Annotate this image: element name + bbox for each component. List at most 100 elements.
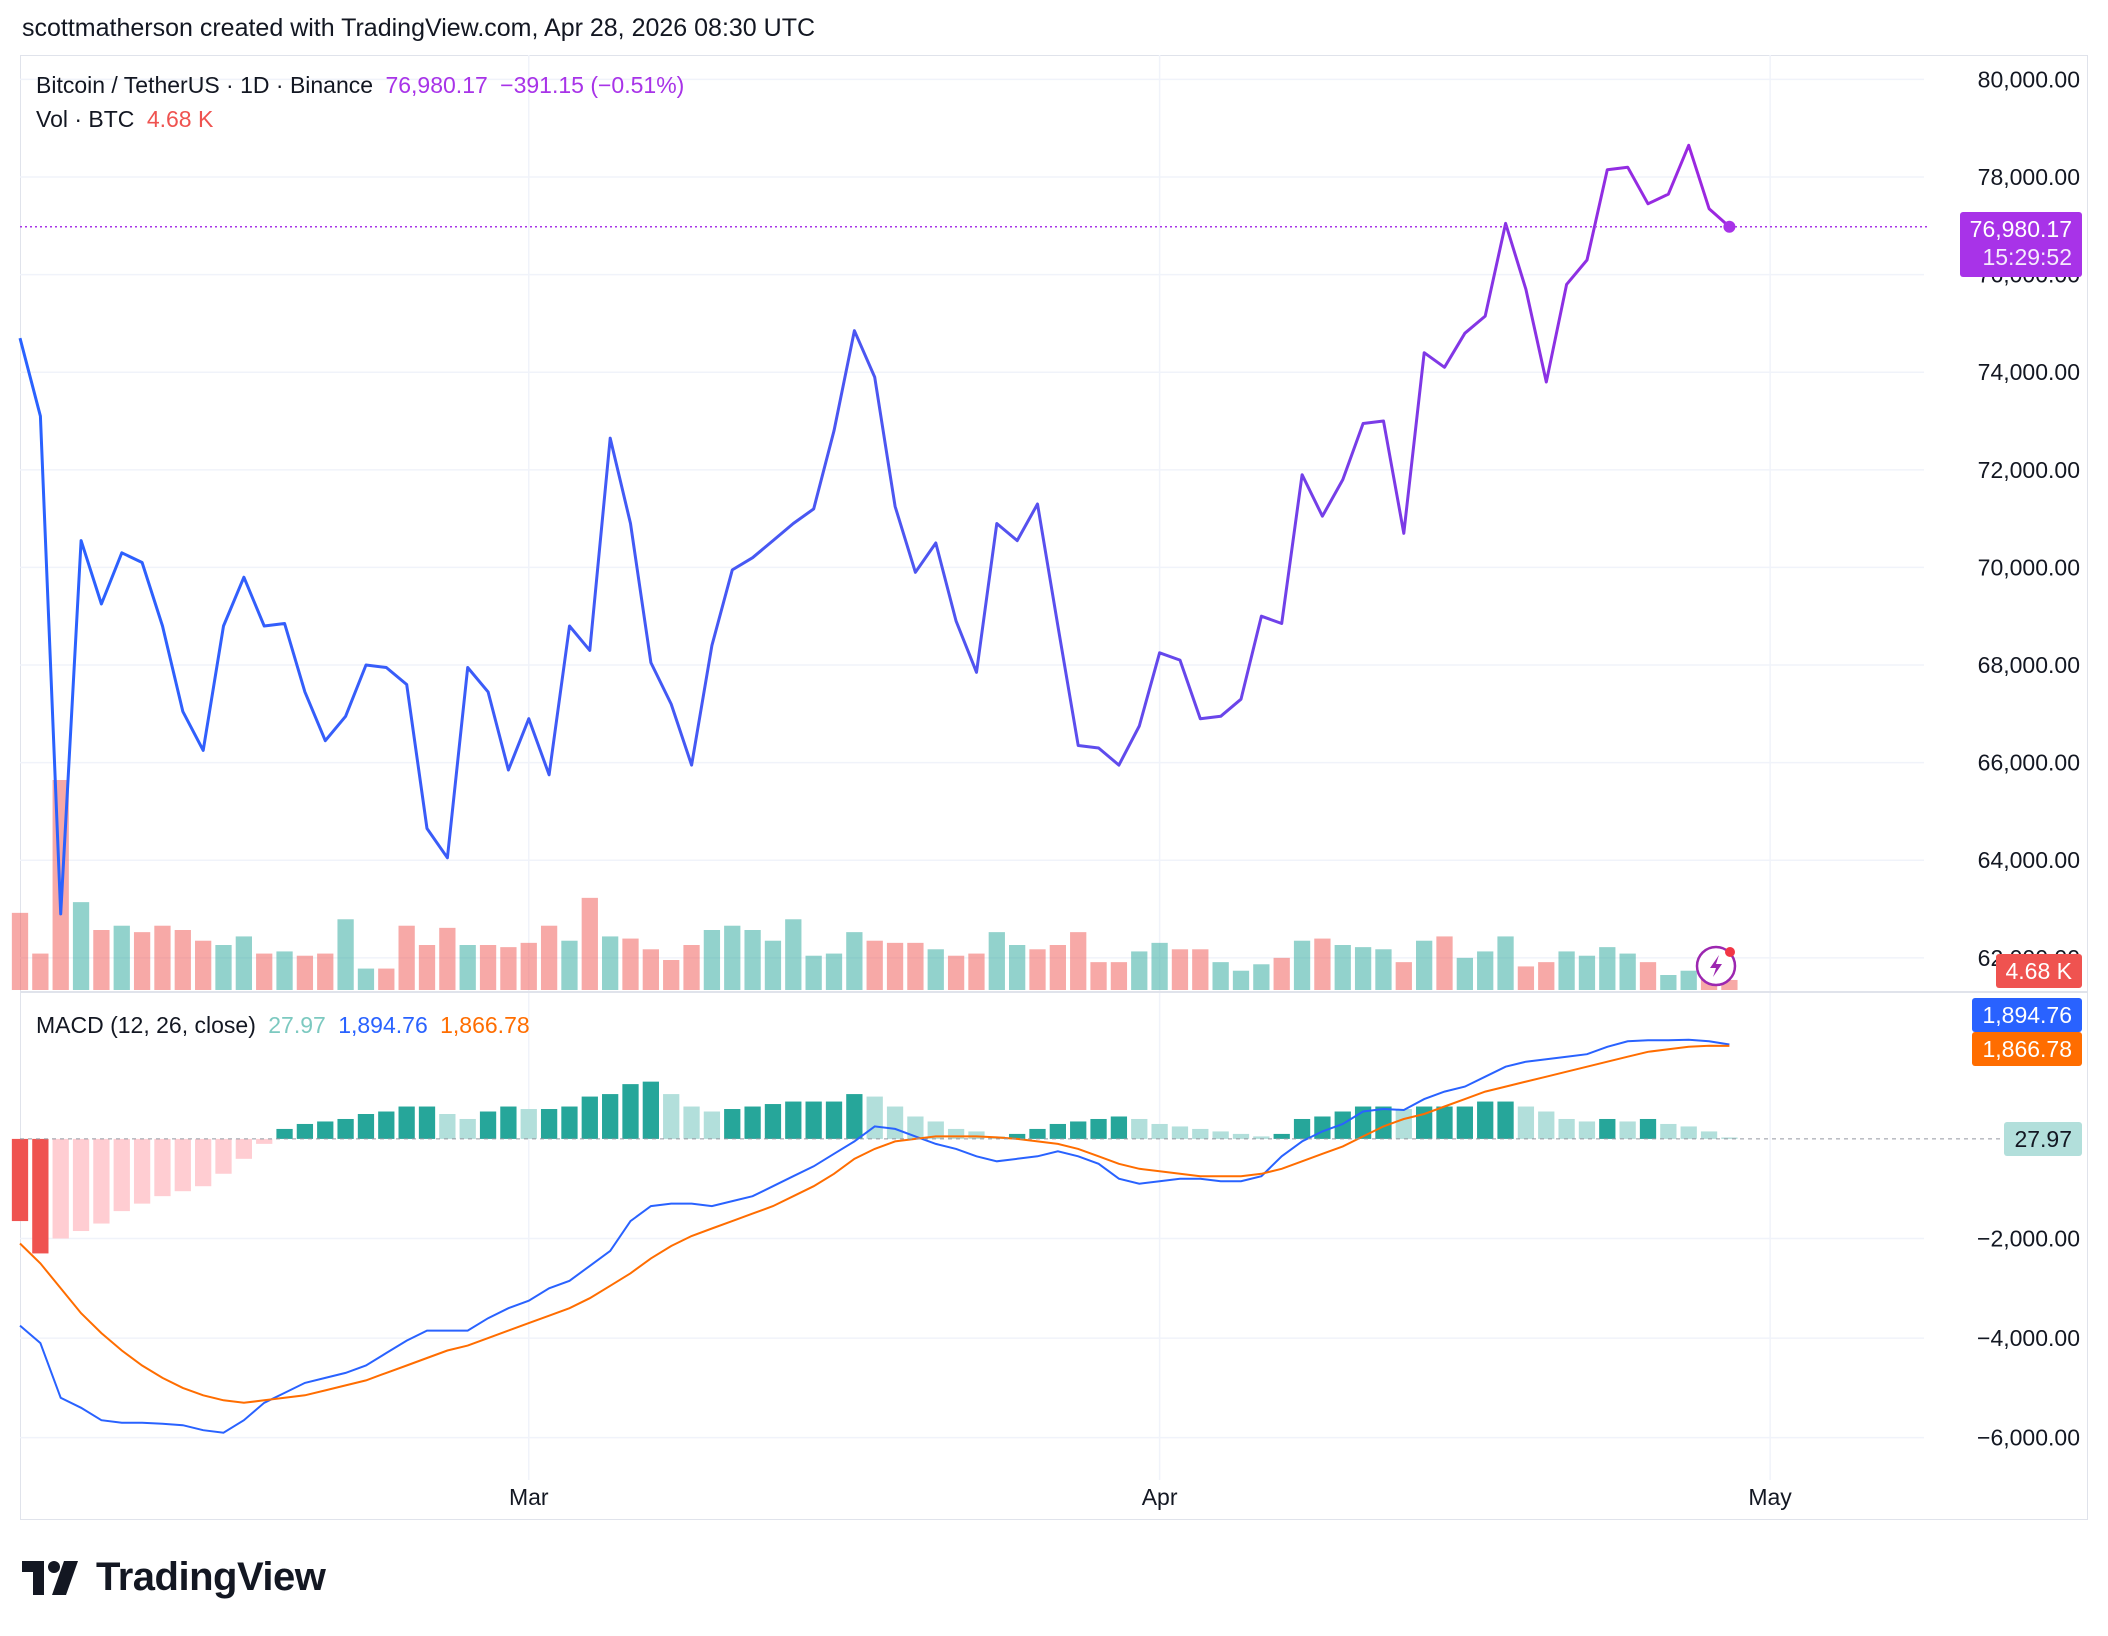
volume-bar xyxy=(805,955,822,990)
volume-bar xyxy=(337,919,354,990)
volume-bar xyxy=(215,945,232,990)
macd-histogram-bar xyxy=(1639,1118,1657,1139)
macd-histogram-bar xyxy=(540,1109,558,1139)
volume-bar xyxy=(663,960,680,990)
macd-histogram-bar xyxy=(1273,1133,1290,1139)
volume-bar xyxy=(235,936,252,990)
macd-histogram-bar xyxy=(113,1138,130,1212)
last-price-tag-value: 76,980.17 xyxy=(1969,216,2072,242)
volume-bar xyxy=(1253,964,1270,990)
macd-histogram-bar xyxy=(1314,1116,1331,1139)
macd-histogram-bar xyxy=(886,1106,904,1139)
macd-histogram-bar xyxy=(1070,1121,1087,1139)
macd-histogram-bar xyxy=(724,1109,741,1139)
volume-bar xyxy=(296,955,314,990)
volume-bar xyxy=(1131,951,1148,990)
macd-histogram-bar xyxy=(1334,1111,1351,1139)
macd-histogram-bar xyxy=(72,1138,90,1232)
macd-histogram-bar xyxy=(1538,1111,1555,1139)
volume-bar xyxy=(256,953,273,990)
volume-legend[interactable]: Vol · BTC 4.68 K xyxy=(36,106,219,133)
symbol-label: Bitcoin / TetherUS · 1D · Binance xyxy=(36,72,374,98)
volume-bar xyxy=(1436,936,1453,990)
macd-legend[interactable]: MACD (12, 26, close) 27.97 1,894.76 1,86… xyxy=(36,1012,536,1039)
volume-bar xyxy=(317,953,334,990)
macd-histogram-bar xyxy=(1009,1133,1026,1139)
volume-bar xyxy=(520,942,537,990)
price-tick-label: 74,000.00 xyxy=(1978,359,2080,385)
volume-bar xyxy=(1090,962,1107,990)
macd-histogram-bar xyxy=(1395,1109,1412,1139)
macd-histogram-bar xyxy=(602,1094,619,1139)
volume-bar xyxy=(459,945,476,990)
volume-bar xyxy=(357,968,375,990)
macd-histogram-bar xyxy=(1660,1123,1677,1139)
volume-bar xyxy=(1293,940,1311,990)
volume-bar xyxy=(927,949,944,990)
macd-histogram-bar xyxy=(93,1138,110,1224)
volume-bar xyxy=(1517,966,1535,990)
macd-histogram-bar xyxy=(459,1118,476,1139)
volume-bar xyxy=(1334,945,1351,990)
signal-line xyxy=(19,1044,1730,1404)
macd-histogram-bar xyxy=(195,1138,212,1187)
volume-bar xyxy=(1192,949,1209,990)
volume-bar xyxy=(622,938,639,990)
macd-histogram-bar xyxy=(1456,1106,1473,1139)
macd-histogram-bar xyxy=(479,1111,497,1139)
volume-bar xyxy=(683,945,700,990)
volume-bar xyxy=(1639,962,1657,990)
volume-bar xyxy=(1578,955,1596,990)
volume-bar xyxy=(968,953,985,990)
volume-bar xyxy=(479,945,497,990)
macd-histogram-bar xyxy=(1558,1118,1575,1139)
macd-histogram-bar xyxy=(1599,1118,1616,1139)
macd-histogram-bar xyxy=(1375,1106,1392,1139)
volume-bar xyxy=(398,925,415,990)
volume-label: Vol · BTC xyxy=(36,106,135,132)
volume-bar xyxy=(1497,936,1514,990)
price-value: 76,980.17 xyxy=(385,72,488,98)
macd-histogram-bar xyxy=(1212,1131,1229,1139)
macd-histogram-bar xyxy=(1517,1106,1535,1139)
volume-bar xyxy=(1273,957,1290,990)
alert-icon[interactable] xyxy=(1695,945,1737,987)
grid-lines xyxy=(20,55,1924,1480)
volume-bar xyxy=(1354,947,1372,990)
volume-bar xyxy=(93,930,110,990)
tradingview-brand[interactable]: TradingView xyxy=(22,1555,326,1600)
volume-bar xyxy=(500,947,517,990)
macd-tick-label: −6,000.00 xyxy=(1977,1425,2080,1451)
macd-label: MACD (12, 26, close) xyxy=(36,1012,256,1038)
volume-series xyxy=(11,780,1738,990)
macd-histogram-bar xyxy=(1090,1118,1107,1139)
macd-histogram xyxy=(11,1081,1738,1254)
volume-bar xyxy=(886,942,904,990)
macd-histogram-bar xyxy=(418,1106,436,1139)
macd-histogram-bar xyxy=(1171,1126,1189,1139)
axis-labels: MarAprMay62,000.0064,000.0066,000.0068,0… xyxy=(509,66,2080,1510)
macd-histogram-bar xyxy=(683,1106,700,1139)
volume-bar xyxy=(825,953,843,990)
macd-histogram-bar xyxy=(256,1138,273,1144)
volume-bar xyxy=(1049,945,1066,990)
volume-bar xyxy=(1151,942,1168,990)
chart-frame xyxy=(20,55,2088,1520)
volume-bar xyxy=(540,925,558,990)
volume-bar xyxy=(561,940,578,990)
volume-bar xyxy=(1477,951,1494,990)
volume-bar xyxy=(439,927,456,990)
price-tick-label: 72,000.00 xyxy=(1978,457,2080,483)
macd-histogram-bar xyxy=(744,1106,761,1139)
price-legend[interactable]: Bitcoin / TetherUS · 1D · Binance 76,980… xyxy=(36,72,690,99)
x-tick-label: Mar xyxy=(509,1484,549,1510)
x-tick-label: May xyxy=(1748,1484,1792,1510)
volume-bar xyxy=(1232,970,1250,990)
macd-histogram-bar xyxy=(500,1106,517,1139)
volume-bar xyxy=(947,955,965,990)
volume-bar xyxy=(703,930,721,990)
macd-histogram-bar xyxy=(947,1128,965,1139)
volume-bar xyxy=(32,953,49,990)
macd-histogram-bar xyxy=(154,1138,171,1197)
